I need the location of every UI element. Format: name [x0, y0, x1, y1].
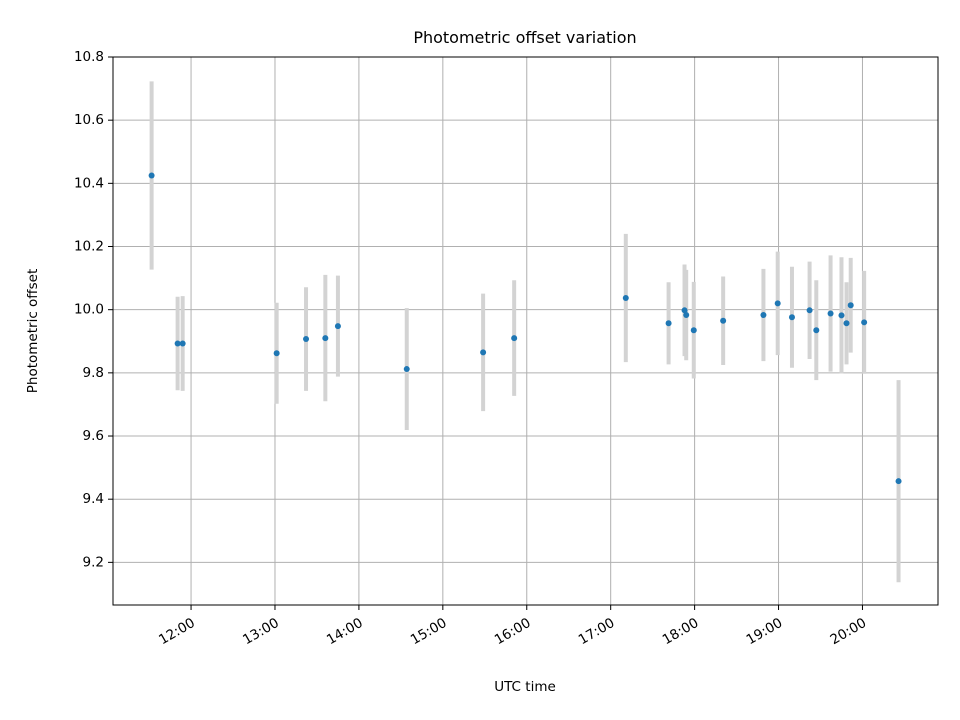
y-axis-label: Photometric offset [25, 269, 41, 393]
data-point [774, 300, 781, 307]
grid [113, 56, 938, 605]
y-tick-label: 9.2 [83, 554, 104, 570]
data-point [843, 320, 850, 327]
data-point [511, 335, 518, 342]
data-point [788, 314, 795, 321]
data-point [622, 294, 629, 301]
y-tick-label: 9.4 [83, 491, 104, 507]
data-point [665, 320, 672, 327]
data-point [895, 478, 902, 485]
data-point [813, 327, 820, 334]
data-point [838, 312, 845, 319]
y-tick-label: 9.8 [83, 365, 104, 381]
data-point [179, 340, 186, 347]
x-axis-label: UTC time [494, 679, 556, 695]
y-tick-label: 10.6 [74, 112, 104, 128]
data-point [690, 327, 697, 334]
y-tick-label: 10.2 [74, 239, 104, 255]
y-tick-label: 10.4 [74, 175, 104, 191]
plot-frame [112, 56, 939, 606]
data-point [827, 310, 834, 317]
data-point [480, 349, 487, 356]
data-point [334, 323, 341, 330]
y-tick-label: 10.0 [74, 302, 104, 318]
data-point [174, 340, 181, 347]
y-axis-ticks: 9.2 9.4 9.6 9.8 10.0 10.2 10.4 10.6 10.8 [74, 49, 113, 570]
data-point [322, 335, 329, 342]
data-point [303, 336, 310, 343]
data-point [861, 319, 868, 326]
data-point [720, 317, 727, 324]
chart-title: Photometric offset variation [413, 28, 636, 47]
data-point [681, 307, 688, 314]
data-point [806, 307, 813, 314]
data-point [403, 366, 410, 373]
data-point [847, 302, 854, 309]
data-point [148, 172, 155, 179]
data-point [760, 312, 767, 319]
y-tick-label: 10.8 [74, 49, 104, 65]
y-tick-label: 9.6 [83, 428, 104, 444]
markers [148, 172, 902, 485]
data-point [683, 312, 690, 319]
data-point [273, 350, 280, 357]
